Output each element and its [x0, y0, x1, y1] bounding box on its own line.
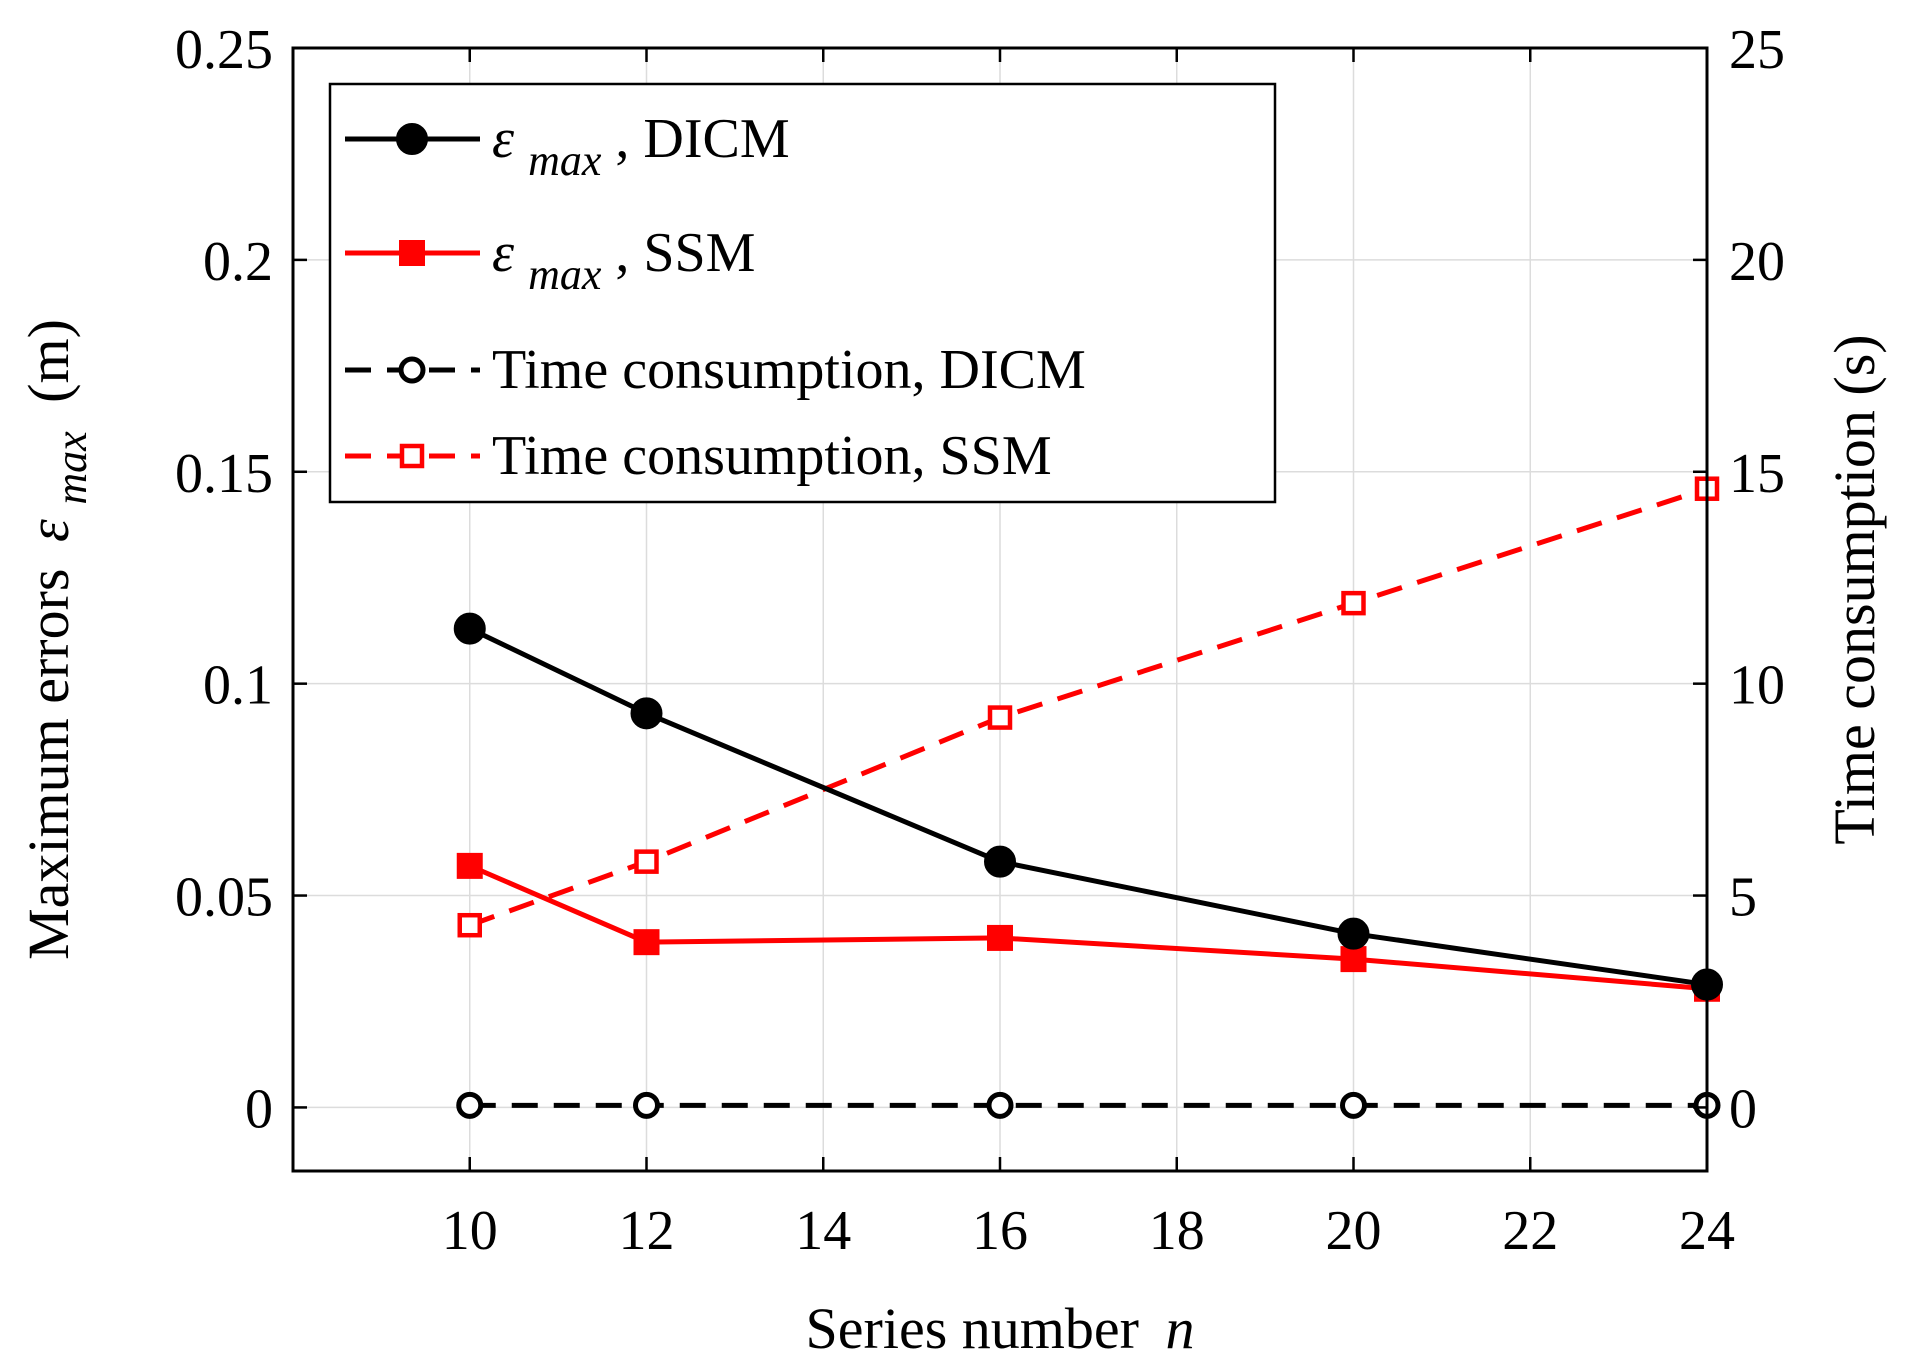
data-point-series-1-x12	[633, 929, 660, 956]
left-y-axis-title-unit: (m)	[16, 319, 81, 403]
right-y-tick-label: 25	[1729, 19, 1785, 81]
left-y-axis-title-subscript: max	[47, 431, 96, 505]
x-tick-label: 14	[795, 1200, 851, 1262]
data-point-series-2-x16	[986, 1091, 1014, 1119]
left-y-tick-label: 0.1	[203, 655, 273, 717]
legend-samples	[345, 123, 480, 469]
legend-marker-sample-1	[399, 240, 425, 266]
data-point-series-1-x10	[456, 852, 483, 879]
left-y-tick-label: 0	[245, 1078, 273, 1140]
x-tick-label: 22	[1502, 1200, 1558, 1262]
series-3	[457, 476, 1720, 938]
legend-entry-emax-ssm: ε max , SSM	[492, 222, 755, 302]
left-y-tick-label: 0.15	[175, 443, 273, 505]
data-point-series-3-x12	[634, 849, 659, 874]
x-tick-label: 20	[1326, 1200, 1382, 1262]
x-tick-label: 18	[1149, 1200, 1205, 1262]
left-y-axis-title-text: Maximum errors	[16, 569, 81, 960]
right-y-tick-label: 10	[1729, 655, 1785, 717]
x-axis-title-variable: n	[1165, 1296, 1194, 1361]
x-axis-title-text: Series number	[806, 1296, 1139, 1361]
axis-ticks: 10 12 14 16 18 20 22 24 0 0.05 0.1 0.15 0.2 0.25 0 5 10 1…	[175, 19, 1785, 1262]
legend-entry-emax-ssm-symbol: ε	[492, 222, 515, 284]
left-y-axis-title: Maximum errors ε max (m)	[16, 319, 99, 960]
right-y-axis-title: Time consumption (s)	[1822, 334, 1887, 844]
legend-entry-emax-dicm-symbol: ε	[492, 108, 515, 170]
data-point-series-2-x12	[633, 1091, 660, 1119]
data-point-series-2-x20	[1340, 1091, 1367, 1119]
left-y-axis-title-symbol: ε	[16, 519, 81, 542]
x-tick-label: 10	[442, 1200, 498, 1262]
x-tick-label: 12	[619, 1200, 675, 1262]
right-y-tick-label: 20	[1729, 231, 1785, 293]
data-point-series-3-x16	[987, 705, 1013, 730]
legend-entry-time-dicm: Time consumption, DICM	[492, 339, 1086, 401]
data-point-series-0-x20	[1337, 917, 1370, 950]
data-point-series-3-x20	[1341, 590, 1366, 616]
data-point-series-1-x16	[987, 924, 1013, 951]
data-point-series-0-x10	[453, 612, 486, 645]
legend-entry-emax-ssm-suffix: , SSM	[615, 222, 755, 284]
legend-entry-time-ssm: Time consumption, SSM	[492, 425, 1052, 487]
x-tick-label: 24	[1679, 1200, 1735, 1262]
x-tick-label: 16	[972, 1200, 1028, 1262]
legend-marker-sample-0	[396, 123, 428, 155]
left-y-tick-label: 0.05	[175, 867, 273, 929]
legend: ε max , DICM ε max , SSM Time consumptio…	[328, 82, 1277, 504]
legend-marker-sample-2	[398, 356, 426, 384]
x-axis-title: Series number n	[806, 1296, 1195, 1361]
right-y-tick-label: 0	[1729, 1078, 1757, 1140]
legend-entry-emax-dicm: ε max , DICM	[492, 108, 790, 188]
data-point-series-0-x16	[984, 845, 1016, 878]
data-point-series-1-x20	[1340, 946, 1367, 973]
legend-entry-emax-dicm-subscript: max	[528, 136, 602, 185]
left-y-tick-label: 0.25	[175, 19, 273, 81]
data-point-series-2-x10	[456, 1091, 484, 1119]
data-point-series-3-x10	[457, 912, 482, 938]
legend-box	[328, 82, 1277, 504]
data-point-series-0-x12	[630, 697, 663, 730]
left-y-tick-label: 0.2	[203, 231, 273, 293]
right-y-tick-label: 15	[1729, 443, 1785, 505]
legend-marker-sample-3	[399, 443, 425, 469]
legend-entry-emax-ssm-subscript: max	[528, 250, 602, 299]
legend-entry-emax-dicm-suffix: , DICM	[615, 108, 789, 170]
right-y-tick-label: 5	[1729, 867, 1757, 929]
